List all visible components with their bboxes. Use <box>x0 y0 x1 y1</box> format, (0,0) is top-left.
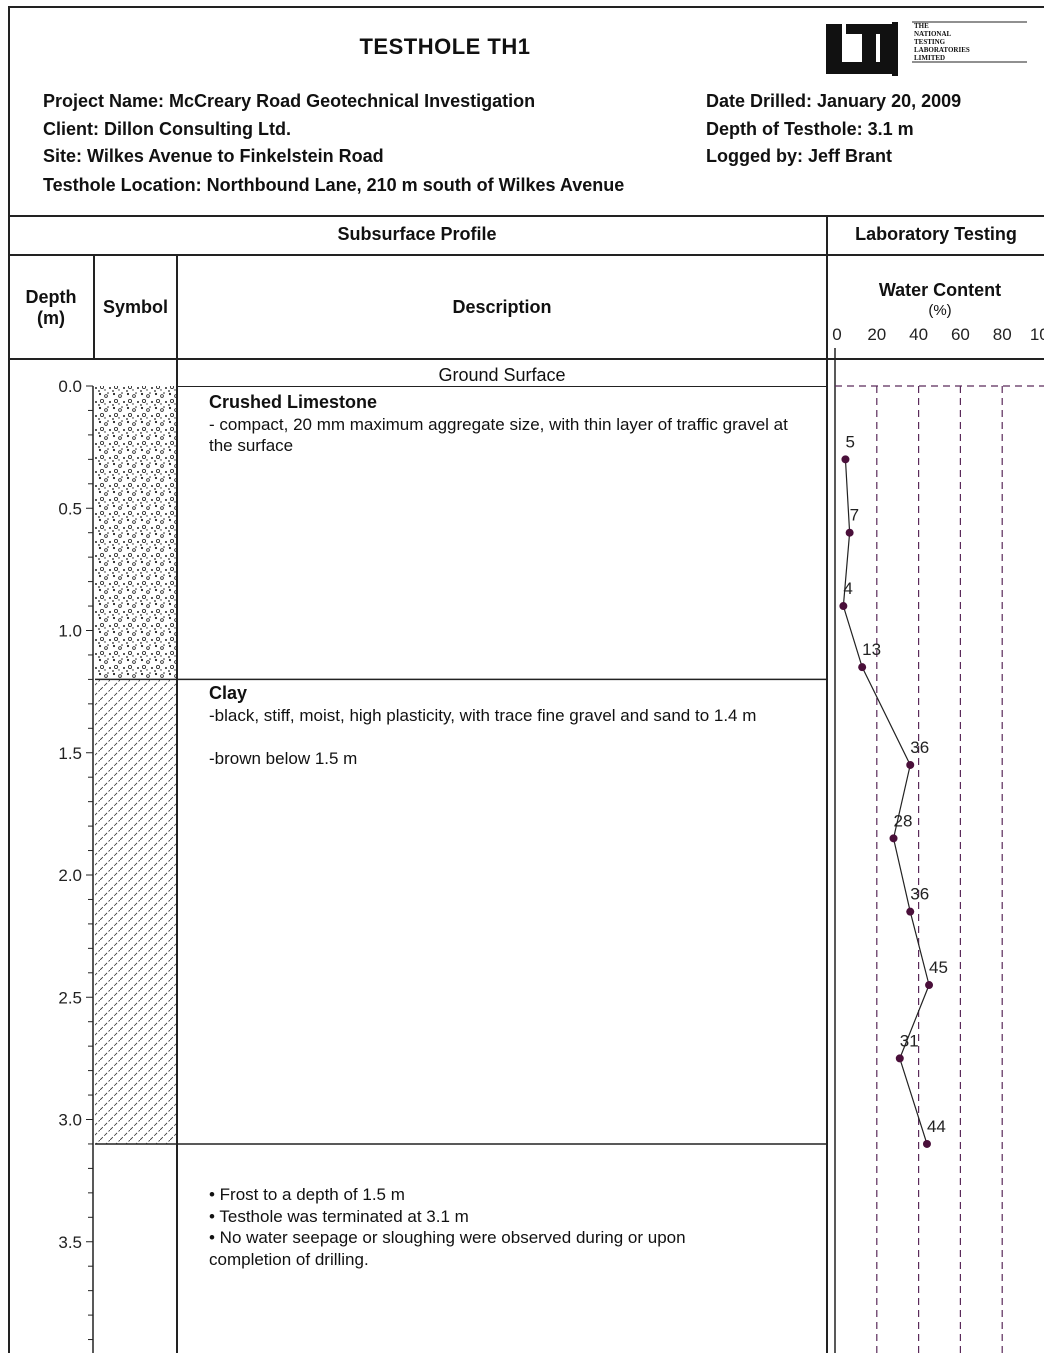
layer-symbol-fill <box>95 386 176 680</box>
ground-surface-label: Ground Surface <box>438 365 566 385</box>
water-content-point <box>858 663 867 672</box>
logged-by: Logged by: Jeff Brant <box>706 146 893 166</box>
site: Site: Wilkes Avenue to Finkelstein Road <box>43 146 384 166</box>
chart-x-tick-label: 20 <box>867 325 886 344</box>
layer-1-description: - compact, 20 mm maximum aggregate size,… <box>209 415 788 455</box>
water-content-data-label: 5 <box>845 432 854 451</box>
water-content-point <box>925 981 934 990</box>
logo-text-line: NATIONAL <box>914 30 952 38</box>
laboratory-testing-heading: Laboratory Testing <box>855 224 1017 244</box>
page-title: TESTHOLE TH1 <box>359 34 531 59</box>
chart-x-tick-label: 60 <box>951 325 970 344</box>
water-content-data-label: 13 <box>862 640 881 659</box>
layer-2-name: Clay <box>209 683 248 703</box>
chart-x-tick-label: 100 <box>1030 325 1044 344</box>
project-name: Project Name: McCreary Road Geotechnical… <box>43 91 536 111</box>
water-content-data-label: 45 <box>929 958 948 977</box>
depth-heading: Depth (m) <box>10 287 92 329</box>
section-head-rule <box>8 254 1044 256</box>
header-bottom-rule <box>8 215 1044 217</box>
layer-symbol-fill <box>95 679 176 1144</box>
water-content-data-label: 36 <box>910 738 929 757</box>
water-content-point <box>906 907 915 916</box>
logo-text-line: LIMITED <box>914 54 946 62</box>
depth-label: 1.5 <box>58 744 82 763</box>
date-drilled: Date Drilled: January 20, 2009 <box>706 91 962 111</box>
description-heading: Description <box>452 297 552 317</box>
water-content-point <box>895 1054 904 1063</box>
water-content-chart: 0 20 40 60 80 100 5 7 4 13 36 28 36 45 31 44 <box>832 325 1044 1353</box>
water-content-point <box>839 602 848 611</box>
note-item: • No water seepage or sloughing were obs… <box>209 1228 686 1269</box>
logo-text-line: TESTING <box>914 38 946 46</box>
note-item: • Testhole was terminated at 3.1 m <box>209 1206 469 1226</box>
water-content-data-label: 7 <box>850 506 859 525</box>
chart-x-tick-label: 0 <box>832 325 841 344</box>
depth-label: 2.5 <box>58 988 82 1007</box>
depth-heading-unit: (m) <box>37 308 65 328</box>
depth-axis: 0.0 0.5 1.0 1.5 2.0 2.5 3.0 3.5 <box>58 377 94 1353</box>
chart-x-tick-label: 80 <box>993 325 1012 344</box>
logo-text-line: THE <box>914 22 929 30</box>
logo-mark-icon <box>826 21 1027 76</box>
ground-surface-rule <box>176 386 826 387</box>
symbol-column-divider <box>176 254 178 1353</box>
depth-heading-label: Depth <box>25 287 77 307</box>
water-content-heading: Water Content <box>878 280 1002 300</box>
water-content-point <box>845 528 854 537</box>
water-content-data-label: 31 <box>900 1031 919 1050</box>
water-content-point <box>841 455 850 464</box>
layer-2-description-line-1: -black, stiff, moist, high plasticity, w… <box>209 706 757 725</box>
client: Client: Dillon Consulting Ltd. <box>43 119 291 139</box>
depth-label: 3.0 <box>58 1111 82 1130</box>
layer-1-name: Crushed Limestone <box>209 392 378 412</box>
water-content-line <box>842 459 930 1145</box>
symbol-layers <box>95 386 826 1145</box>
depth-column-divider <box>93 254 95 358</box>
layer-2-description-line-2: -brown below 1.5 m <box>209 749 358 768</box>
testhole-location: Testhole Location: Northbound Lane, 210 … <box>43 175 625 195</box>
water-content-data-label: 44 <box>927 1117 946 1136</box>
frame-left <box>8 6 10 1353</box>
depth-of-testhole: Depth of Testhole: 3.1 m <box>706 119 914 139</box>
notes: • Frost to a depth of 1.5 m • Testhole w… <box>209 1184 809 1270</box>
logo-text-line: LABORATORIES <box>914 46 970 54</box>
depth-label: 3.5 <box>58 1233 82 1252</box>
ntl-logo: THE NATIONAL TESTING LABORATORIES LIMITE… <box>822 18 1032 80</box>
chart-x-tick-label: 40 <box>909 325 928 344</box>
water-content-point <box>922 1139 931 1148</box>
lab-column-divider <box>826 215 828 1353</box>
water-content-point <box>889 834 898 843</box>
frame-top <box>8 6 1044 8</box>
depth-label: 2.0 <box>58 866 82 885</box>
subsurface-profile-heading: Subsurface Profile <box>337 224 497 244</box>
water-content-data-label: 28 <box>894 811 913 830</box>
depth-label: 0.5 <box>58 499 82 518</box>
symbol-heading: Symbol <box>102 297 168 317</box>
water-content-unit: (%) <box>928 302 952 319</box>
depth-label: 1.0 <box>58 622 82 641</box>
water-content-point <box>906 760 915 769</box>
water-content-data-label: 36 <box>910 885 929 904</box>
depth-label: 0.0 <box>58 377 82 396</box>
water-content-data-label: 4 <box>843 579 852 598</box>
column-head-rule <box>8 358 1044 360</box>
note-item: • Frost to a depth of 1.5 m <box>209 1185 405 1204</box>
